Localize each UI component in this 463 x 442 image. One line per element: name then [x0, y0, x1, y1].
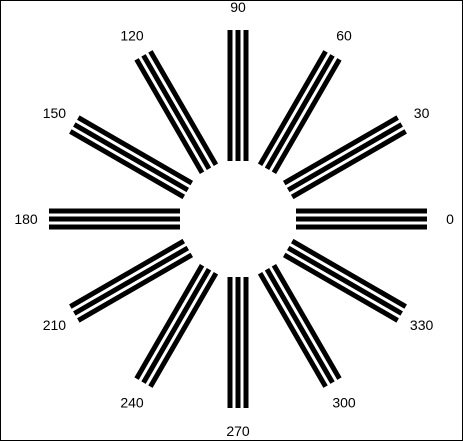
spoke-30-line-2	[286, 122, 403, 193]
angle-label-60: 60	[336, 27, 352, 43]
angle-label-120: 120	[120, 27, 144, 43]
spoke-150-line-1	[69, 129, 186, 200]
angle-label-180: 180	[14, 211, 38, 227]
angle-label-30: 30	[414, 105, 430, 121]
angle-label-240: 240	[120, 395, 144, 411]
spoke-240-line-3	[134, 263, 205, 380]
spoke-150-line-2	[73, 122, 190, 193]
spoke-330-line-2	[286, 245, 403, 316]
angle-label-0: 0	[446, 211, 454, 227]
angle-label-90: 90	[230, 1, 246, 15]
spoke-330-line-3	[282, 252, 399, 323]
angle-label-270: 270	[226, 423, 250, 439]
spoke-210-line-3	[69, 238, 186, 309]
spoke-300-line-3	[257, 271, 328, 388]
angle-label-300: 300	[332, 395, 356, 411]
angle-label-150: 150	[43, 105, 67, 121]
spoke-300-line-2	[264, 267, 335, 384]
center-hub	[184, 165, 292, 273]
spoke-300-line-1	[271, 263, 342, 380]
spoke-30-line-3	[290, 129, 407, 200]
labels-group: 0 30 60 90 120 150 180 210 240 270 300 330	[14, 1, 454, 439]
spokes-group	[49, 30, 427, 408]
spoke-120-line-3	[148, 50, 219, 167]
spoke-240-line-2	[141, 267, 212, 384]
spoke-120-line-2	[141, 54, 212, 171]
angle-label-330: 330	[410, 317, 434, 333]
spoke-60-line-1	[257, 50, 328, 167]
angle-label-210: 210	[43, 317, 67, 333]
spoke-210-line-2	[73, 245, 190, 316]
spoke-120-line-1	[134, 58, 205, 175]
spoke-30-line-1	[282, 115, 399, 186]
spoke-150-line-3	[77, 115, 194, 186]
spoke-60-line-3	[271, 58, 342, 175]
spoke-240-line-1	[148, 271, 219, 388]
spoke-330-line-1	[290, 238, 407, 309]
spoke-210-line-1	[77, 252, 194, 323]
spoke-60-line-2	[264, 54, 335, 171]
